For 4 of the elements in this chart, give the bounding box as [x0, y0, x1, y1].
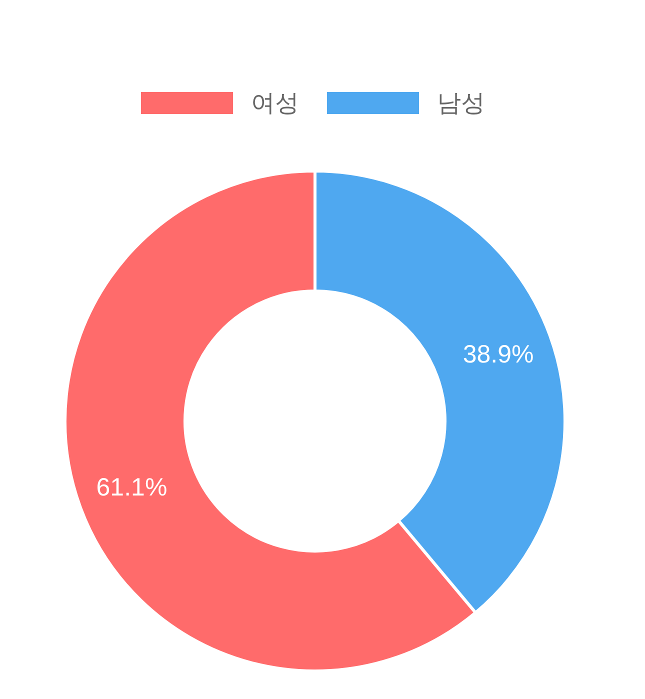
legend-label: 여성 [251, 89, 299, 117]
legend-label: 남성 [437, 89, 485, 117]
data-label: 38.9% [462, 340, 534, 368]
data-label: 61.1% [96, 474, 168, 502]
